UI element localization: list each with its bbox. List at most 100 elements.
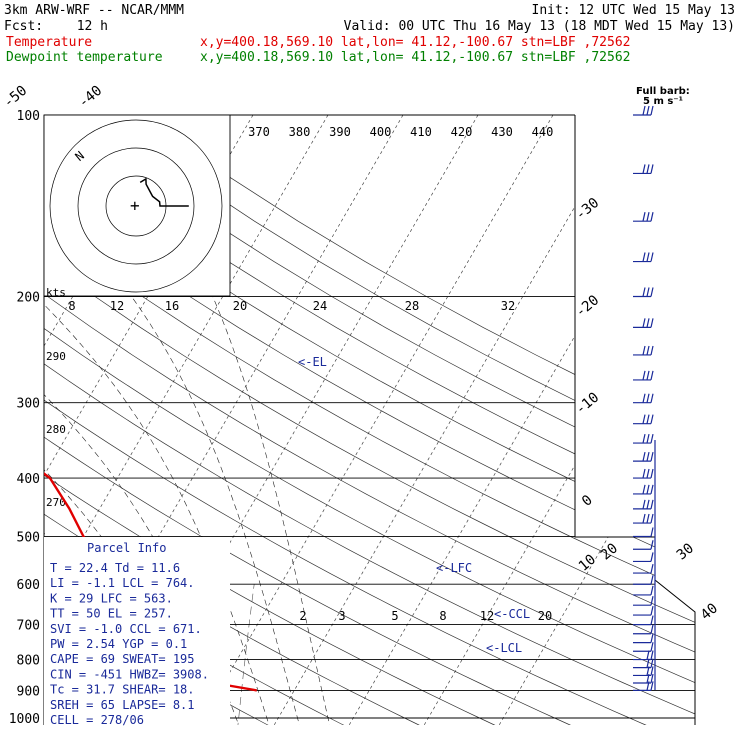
wind-barb-feather bbox=[642, 105, 646, 116]
wind-barb-feather bbox=[642, 345, 646, 356]
wind-barb-feather bbox=[650, 527, 654, 537]
parcel-info-row: K = 29 LFC = 563. bbox=[50, 591, 173, 605]
wind-barb-feather bbox=[650, 414, 654, 424]
kts-label: kts bbox=[46, 286, 66, 299]
wind-barb-feather bbox=[650, 513, 654, 524]
parcel-info-box bbox=[44, 537, 230, 725]
temperature-legend: Temperature bbox=[6, 35, 92, 50]
parcel-info-title: Parcel Info bbox=[87, 541, 166, 555]
wind-barb-feather bbox=[642, 513, 646, 524]
parcel-info-row: SVI = -1.0 CCL = 671. bbox=[50, 622, 202, 636]
dry-adiabat bbox=[44, 115, 660, 725]
parcel-info-row: CELL = 278/06 bbox=[50, 713, 144, 727]
model-title: 3km ARW-WRF -- NCAR/MMM bbox=[4, 3, 184, 18]
wind-barb-feather bbox=[650, 585, 654, 596]
wind-barb-feather bbox=[650, 105, 654, 116]
parcel-info-row: Tc = 31.7 SHEAR= 18. bbox=[50, 683, 195, 697]
moist-adiabat bbox=[0, 297, 1, 731]
ccl-annotation: <-CCL bbox=[494, 607, 530, 621]
wind-barb-feather bbox=[650, 484, 654, 495]
wind-barb-feather bbox=[650, 615, 654, 625]
wind-barb-feather bbox=[646, 212, 650, 222]
isotherm-label: -30 bbox=[573, 195, 603, 224]
wind-barb-feather bbox=[650, 563, 654, 574]
wind-barb-feather bbox=[650, 666, 654, 676]
wind-barb-feather bbox=[650, 164, 654, 174]
wind-barb-feather bbox=[646, 318, 650, 328]
mixing-ratio-label-low: 2 bbox=[299, 609, 306, 623]
barb-legend-value: 5 m s⁻¹ bbox=[643, 96, 683, 107]
wind-barb-feather bbox=[646, 393, 650, 403]
lcl-annotation: <-LCL bbox=[486, 641, 522, 655]
dry-adiabat bbox=[44, 115, 695, 725]
moist-adiabat bbox=[131, 296, 302, 725]
wind-barb-feather bbox=[650, 605, 654, 616]
barb-legend-title: Full barb: bbox=[636, 86, 690, 97]
dry-adiabat bbox=[44, 115, 695, 725]
wind-barb-feather bbox=[650, 681, 654, 691]
wind-barb-feather bbox=[650, 596, 654, 606]
wind-barb-feather bbox=[650, 650, 654, 660]
pressure-label: 600 bbox=[17, 578, 40, 593]
pressure-label: 800 bbox=[17, 654, 40, 669]
mixing-ratio-label-low: 20 bbox=[538, 609, 552, 623]
pressure-label: 100 bbox=[17, 109, 40, 124]
dry-adiabat bbox=[44, 115, 695, 725]
dry-adiabat bbox=[101, 115, 695, 725]
theta-label: 410 bbox=[410, 125, 432, 139]
isotherm-label: -10 bbox=[573, 389, 603, 418]
mixing-ratio-label-low: 3 bbox=[338, 609, 345, 623]
wind-barb-feather bbox=[650, 673, 654, 684]
wind-barb-feather bbox=[650, 624, 654, 634]
mixing-ratio-label: 16 bbox=[165, 299, 179, 313]
wind-barb-feather bbox=[650, 345, 654, 356]
theta-label: 370 bbox=[248, 125, 270, 139]
mixing-ratio-label: 32 bbox=[501, 299, 515, 313]
isotherm-label: 20 bbox=[598, 540, 621, 563]
pressure-label: 1000 bbox=[9, 712, 40, 727]
hodograph-trace bbox=[139, 177, 189, 207]
hodograph: +N bbox=[43, 114, 231, 297]
isotherm-label: 0 bbox=[579, 492, 596, 510]
wind-barb-feather bbox=[650, 540, 654, 550]
dry-adiabat bbox=[139, 115, 695, 725]
mixing-ratio-line bbox=[237, 584, 255, 725]
isotherm-label: 10 bbox=[576, 552, 599, 575]
wind-barb-feather bbox=[642, 393, 646, 403]
wind-barb-feather bbox=[650, 658, 654, 668]
isotherm bbox=[44, 115, 329, 725]
mixing-ratio-label: 8 bbox=[68, 299, 75, 313]
mixing-ratio-label-low: 8 bbox=[439, 609, 446, 623]
isotherm-label: 30 bbox=[674, 540, 697, 563]
wind-barb-feather bbox=[642, 468, 646, 479]
wind-barb-feather bbox=[642, 287, 646, 297]
forecast-label: Fcst: bbox=[4, 19, 43, 34]
isotherm bbox=[345, 115, 695, 725]
hodograph-ring bbox=[77, 147, 195, 265]
wind-barb-feather bbox=[642, 433, 646, 444]
pressure-label: 900 bbox=[17, 684, 40, 699]
parcel-info-row: T = 22.4 Td = 11.6 bbox=[50, 561, 180, 575]
mixing-ratio-label-low: 12 bbox=[480, 609, 494, 623]
wind-barb-feather bbox=[646, 658, 650, 668]
wind-barb-feather bbox=[650, 575, 654, 585]
mixing-ratio-label: 24 bbox=[313, 299, 327, 313]
isotherm bbox=[120, 115, 479, 725]
mixing-ratio-label: 28 bbox=[405, 299, 419, 313]
wind-barb-feather bbox=[646, 666, 650, 676]
forecast-hours: 12 h bbox=[77, 19, 108, 34]
mixing-ratio-label: 20 bbox=[233, 299, 247, 313]
theta-label-low: 290 bbox=[46, 350, 66, 363]
parcel-info-row: LI = -1.1 LCL = 764. bbox=[50, 576, 195, 590]
wind-barb-feather bbox=[650, 393, 654, 403]
isotherm-label: -50 bbox=[1, 83, 31, 112]
wind-barb-feather bbox=[650, 633, 654, 643]
dry-adiabat bbox=[44, 115, 695, 725]
wind-barb-feather bbox=[646, 499, 650, 510]
dry-adiabat bbox=[44, 115, 695, 725]
wind-barb-feather bbox=[646, 252, 650, 262]
wind-barb-feather bbox=[646, 345, 650, 356]
dry-adiabat bbox=[44, 115, 695, 725]
wind-barb-feather bbox=[646, 433, 650, 444]
